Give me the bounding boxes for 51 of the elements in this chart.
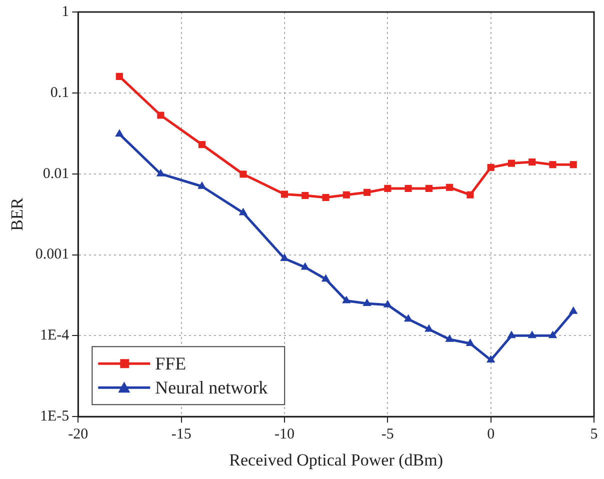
point [157, 112, 164, 119]
point [383, 300, 392, 308]
point [384, 184, 392, 192]
point [466, 191, 474, 198]
y-axis-title: BER [8, 197, 27, 231]
point [342, 296, 351, 304]
point [446, 184, 454, 191]
point [300, 262, 310, 270]
point [280, 190, 288, 198]
point [156, 168, 166, 176]
point [425, 184, 432, 192]
y-tick-label: 1E-4 [40, 328, 70, 344]
point [240, 170, 247, 178]
point [198, 141, 206, 148]
y-tick-label: 1E-5 [40, 408, 70, 425]
point [116, 72, 123, 80]
x-tick-label: -5 [381, 426, 394, 443]
y-tick-label: 0.001 [35, 246, 70, 263]
legend-label: FFE [155, 353, 186, 374]
point [302, 192, 309, 200]
point [508, 160, 515, 167]
legend-label: Neural network [155, 377, 268, 398]
point [549, 161, 556, 168]
point [528, 158, 536, 166]
point [363, 188, 371, 196]
point [404, 184, 412, 192]
point [528, 330, 536, 338]
point [569, 306, 578, 314]
point [198, 181, 206, 189]
point [321, 274, 330, 282]
x-tick-label: -15 [171, 426, 192, 443]
point [570, 161, 577, 168]
y-tick-label: 0.1 [50, 84, 70, 101]
point [362, 298, 372, 306]
point [445, 334, 454, 342]
y-tick-label: 1 [62, 4, 70, 20]
point [342, 191, 350, 198]
x-tick-label: 5 [590, 426, 598, 443]
point [487, 164, 494, 171]
point [466, 338, 475, 346]
point [507, 330, 516, 338]
point [322, 194, 330, 202]
x-tick-label: 0 [487, 426, 495, 443]
x-tick-label: -10 [274, 426, 294, 443]
point [548, 330, 558, 338]
x-tick-label: -20 [68, 426, 88, 443]
y-tick-label: 0.01 [42, 166, 70, 182]
x-axis-title: Received Optical Power (dBm) [229, 450, 444, 470]
point [238, 208, 248, 216]
point [486, 355, 496, 363]
point [115, 129, 124, 137]
